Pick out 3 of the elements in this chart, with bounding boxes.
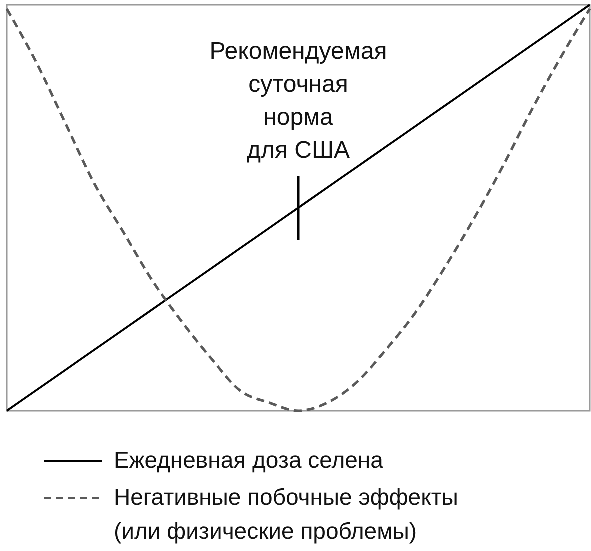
annotation: Рекомендуемая суточная норма для США [210,38,388,164]
legend-label: Ежедневная доза селена [114,447,384,473]
legend-label: Негативные побочные эффекты (или физические проблемы) [114,484,458,544]
